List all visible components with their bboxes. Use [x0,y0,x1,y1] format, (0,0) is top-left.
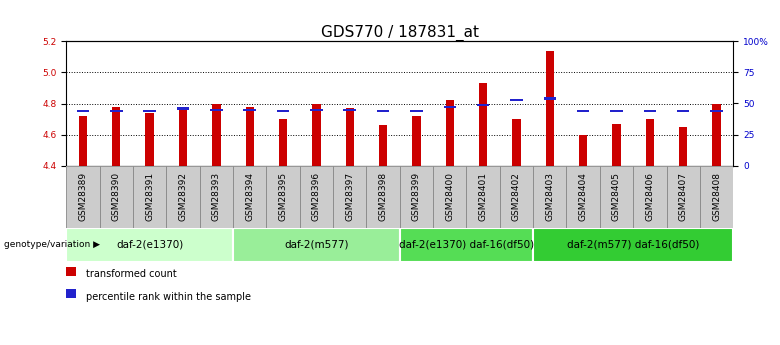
Bar [444,106,456,108]
Bar [666,166,700,228]
Text: GSM28404: GSM28404 [579,172,587,221]
Bar [533,166,566,228]
Bar [312,104,321,166]
Bar [377,110,389,112]
Bar [367,166,399,228]
Text: daf-2(e1370): daf-2(e1370) [116,240,183,250]
Bar [343,109,356,111]
Bar [633,166,666,228]
Bar [544,97,556,100]
Text: genotype/variation ▶: genotype/variation ▶ [4,240,100,249]
Text: GSM28396: GSM28396 [312,172,321,221]
Bar [146,113,154,166]
Bar [577,110,590,112]
Bar [413,116,420,166]
Bar [566,166,600,228]
Text: percentile rank within the sample: percentile rank within the sample [86,292,251,302]
Bar [500,166,533,228]
Bar [166,166,200,228]
Text: GSM28408: GSM28408 [712,172,721,221]
Bar [177,107,190,110]
Text: GSM28393: GSM28393 [212,172,221,221]
Text: GSM28399: GSM28399 [412,172,421,221]
Text: GSM28392: GSM28392 [179,172,187,221]
Bar [477,104,489,106]
Bar [410,110,423,112]
Text: daf-2(e1370) daf-16(df50): daf-2(e1370) daf-16(df50) [399,240,534,250]
Text: GSM28402: GSM28402 [512,172,521,221]
Bar [277,110,289,112]
Text: GSM28403: GSM28403 [545,172,555,221]
Bar [466,166,500,228]
Bar [210,109,222,111]
Bar [646,119,654,166]
Bar [76,110,89,112]
Text: GSM28407: GSM28407 [679,172,688,221]
Bar [711,110,723,112]
Bar [246,107,254,166]
Bar [379,125,387,166]
Text: GSM28400: GSM28400 [445,172,454,221]
Bar [310,109,323,111]
Bar [66,166,100,228]
Bar [133,166,166,228]
Bar [100,166,133,228]
Text: transformed count: transformed count [86,269,176,279]
Bar [700,166,733,228]
Bar [579,135,587,166]
Bar [612,124,621,166]
Bar [179,107,187,166]
Bar [233,166,266,228]
Bar [610,110,622,112]
Bar [144,110,156,112]
Bar [600,166,633,228]
Text: GSM28390: GSM28390 [112,172,121,221]
Text: daf-2(m577): daf-2(m577) [284,240,349,250]
Bar [679,127,687,166]
Text: GSM28398: GSM28398 [378,172,388,221]
Bar [399,228,533,262]
Bar [79,116,87,166]
Text: GSM28394: GSM28394 [245,172,254,221]
Bar [712,104,721,166]
Bar [479,83,488,166]
Bar [243,109,256,111]
Bar [279,119,287,166]
Bar [433,166,466,228]
Bar [445,100,454,166]
Bar [266,166,300,228]
Title: GDS770 / 187831_at: GDS770 / 187831_at [321,25,479,41]
Bar [533,228,733,262]
Bar [112,107,120,166]
Bar [546,51,554,166]
Text: GSM28391: GSM28391 [145,172,154,221]
Bar [677,110,690,112]
Bar [333,166,367,228]
Bar [66,228,233,262]
Bar [212,104,221,166]
Text: GSM28397: GSM28397 [346,172,354,221]
Text: GSM28395: GSM28395 [278,172,288,221]
Bar [200,166,233,228]
Bar [233,228,399,262]
Text: GSM28406: GSM28406 [645,172,654,221]
Bar [346,108,354,166]
Text: GSM28389: GSM28389 [79,172,87,221]
Bar [110,110,122,112]
Text: GSM28405: GSM28405 [612,172,621,221]
Text: daf-2(m577) daf-16(df50): daf-2(m577) daf-16(df50) [567,240,700,250]
Bar [644,110,656,112]
Bar [300,166,333,228]
Bar [399,166,433,228]
Text: GSM28401: GSM28401 [479,172,488,221]
Bar [66,166,733,228]
Bar [510,99,523,101]
Bar [512,119,520,166]
